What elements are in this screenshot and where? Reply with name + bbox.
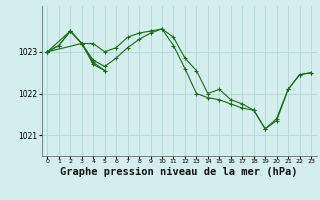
X-axis label: Graphe pression niveau de la mer (hPa): Graphe pression niveau de la mer (hPa): [60, 167, 298, 177]
